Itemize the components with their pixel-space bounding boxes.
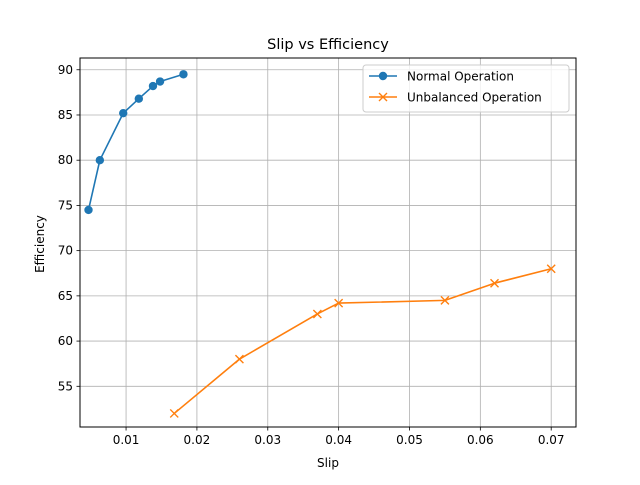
x-tick-label: 0.04: [325, 433, 352, 447]
data-point: [148, 81, 158, 91]
legend-box: [362, 64, 570, 113]
data-point: [234, 354, 244, 364]
chart-title: Slip vs Efficiency: [267, 37, 389, 53]
data-point: [134, 94, 144, 103]
data-point: [490, 278, 500, 288]
data-point: [169, 408, 179, 418]
y-tick-label: 65: [58, 289, 73, 303]
data-point: [440, 295, 450, 305]
y-tick-label: 70: [58, 244, 73, 258]
legend-label: Unbalanced Operation: [407, 91, 542, 105]
legend-marker: [378, 71, 388, 81]
y-axis-label: Efficiency: [33, 215, 47, 273]
x-tick-label: 0.03: [254, 433, 281, 447]
grid-lines: [80, 58, 576, 427]
data-point: [312, 309, 322, 319]
x-tick-label: 0.05: [396, 433, 423, 447]
x-tick-label: 0.01: [113, 433, 140, 447]
data-point: [155, 77, 165, 86]
legend-marker: [378, 92, 388, 102]
y-tick-label: 55: [58, 379, 73, 393]
data-point: [95, 155, 105, 165]
axis-ticks: 0.01 0.02 0.03 0.04 0.05 0.06 0.07 55 60 65 70 75 80…: [58, 63, 565, 447]
y-tick-label: 60: [58, 334, 73, 348]
series-1: [84, 70, 188, 215]
legend-label: Normal Operation: [407, 70, 514, 84]
data-point: [546, 264, 556, 274]
data-series: [84, 70, 556, 418]
x-tick-label: 0.06: [467, 433, 494, 447]
y-tick-label: 80: [58, 153, 73, 167]
data-point: [84, 205, 93, 215]
x-axis-label: Slip: [317, 456, 339, 470]
data-point: [119, 108, 128, 118]
legend: Normal Operation Unbalanced Operation: [362, 64, 570, 113]
y-tick-label: 90: [58, 63, 73, 77]
data-point: [334, 298, 344, 308]
y-tick-label: 85: [58, 108, 73, 122]
y-tick-label: 75: [58, 198, 73, 212]
plot-frame: [79, 57, 577, 428]
data-point: [179, 70, 188, 79]
x-tick-label: 0.02: [184, 433, 211, 447]
x-tick-label: 0.07: [538, 433, 565, 447]
series-2: [169, 264, 556, 418]
